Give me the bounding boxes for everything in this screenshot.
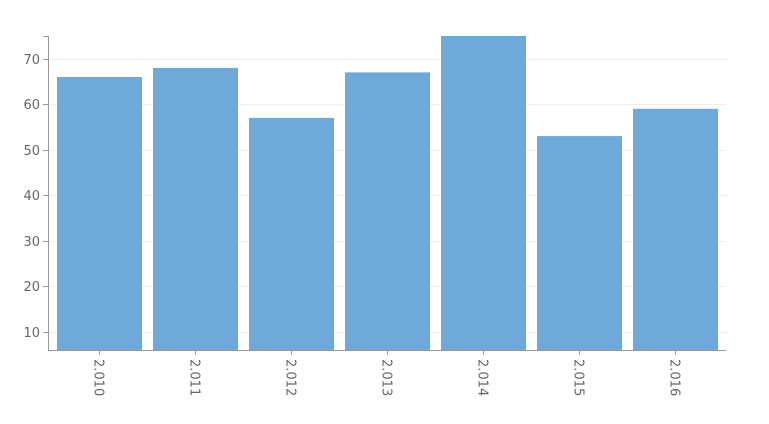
bar-2015 xyxy=(537,136,622,350)
bar-2010 xyxy=(57,77,142,350)
x-tick-label: 2.016 xyxy=(667,359,682,396)
y-tick-label: 50 xyxy=(23,144,40,159)
bar-2011 xyxy=(153,67,238,351)
x-tick-label: 2.013 xyxy=(379,359,394,396)
y-tick-label: 20 xyxy=(23,280,40,295)
bar-layer xyxy=(57,36,718,351)
x-tick-label: 2.015 xyxy=(571,359,586,396)
y-tick-label: 70 xyxy=(23,53,40,68)
x-tick-label: 2.011 xyxy=(187,359,202,396)
bar-2013 xyxy=(345,72,430,351)
y-tick-label: 30 xyxy=(23,235,40,250)
bar-2012 xyxy=(249,117,334,351)
x-tick-label: 2.014 xyxy=(475,359,490,396)
y-tick-layer: 10 20 30 40 50 60 70 xyxy=(23,53,48,341)
x-tick-layer: 2.010 2.011 2.012 2.013 2.014 2.015 2.016 xyxy=(91,350,682,396)
bar-2014 xyxy=(441,36,526,350)
x-tick-label: 2.010 xyxy=(91,359,106,396)
bar-2016 xyxy=(633,108,718,350)
y-tick-label: 10 xyxy=(23,326,40,341)
x-tick-label: 2.012 xyxy=(283,359,298,396)
y-tick-label: 60 xyxy=(23,98,40,113)
y-tick-label: 40 xyxy=(23,189,40,204)
